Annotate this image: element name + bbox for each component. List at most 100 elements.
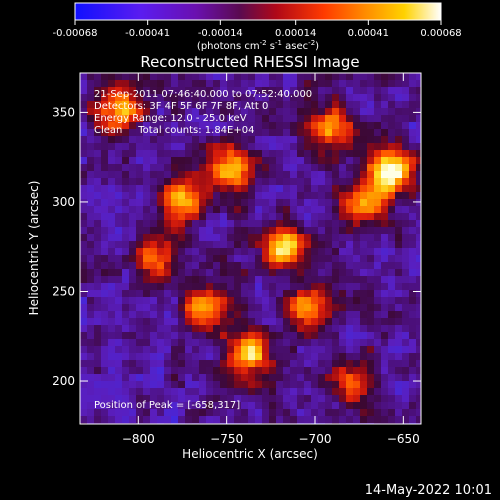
heatmap-cell [395,206,402,213]
heatmap-cell [192,374,199,381]
heatmap-cell [108,171,115,178]
heatmap-cell [297,409,304,416]
heatmap-cell [213,276,220,283]
heatmap-cell [150,129,157,136]
heatmap-cell [87,87,94,94]
heatmap-cell [101,318,108,325]
heatmap-cell [241,276,248,283]
heatmap-cell [262,416,269,423]
heatmap-cell [164,115,171,122]
heatmap-cell [171,248,178,255]
heatmap-cell [409,346,416,353]
annotation-detectors: Detectors: 3F 4F 5F 6F 7F 8F, Att 0 [94,101,268,112]
heatmap-cell [276,290,283,297]
heatmap-cell [402,381,409,388]
heatmap-cell [157,262,164,269]
heatmap-cell [255,283,262,290]
heatmap-cell [164,402,171,409]
heatmap-cell [241,206,248,213]
heatmap-cell [87,262,94,269]
heatmap-cell [213,283,220,290]
heatmap-cell [402,262,409,269]
heatmap-cell [283,367,290,374]
heatmap-cell [255,94,262,101]
heatmap-cell [150,248,157,255]
heatmap-cell [395,297,402,304]
heatmap-cell [150,73,157,80]
heatmap-cell [241,192,248,199]
heatmap-cell [192,234,199,241]
heatmap-cell [122,339,129,346]
heatmap-cell [311,388,318,395]
heatmap-cell [367,178,374,185]
heatmap-cell [395,395,402,402]
heatmap-cell [374,192,381,199]
heatmap-cell [122,150,129,157]
heatmap-cell [241,353,248,360]
heatmap-cell [241,122,248,129]
heatmap-cell [234,122,241,129]
heatmap-cell [339,220,346,227]
heatmap-cell [283,213,290,220]
heatmap-cell [360,255,367,262]
heatmap-cell [227,108,234,115]
heatmap-cell [164,136,171,143]
heatmap-cell [311,409,318,416]
heatmap-cell [157,283,164,290]
heatmap-cell [178,234,185,241]
heatmap-cell [381,241,388,248]
heatmap-cell [269,276,276,283]
heatmap-cell [136,108,143,115]
heatmap-cell [325,122,332,129]
heatmap-cell [416,129,421,136]
heatmap-cell [206,290,213,297]
heatmap-cell [409,311,416,318]
heatmap-cell [374,276,381,283]
heatmap-cell [129,108,136,115]
heatmap-cell [374,388,381,395]
heatmap-cell [297,206,304,213]
heatmap-cell [206,276,213,283]
heatmap-cell [402,339,409,346]
heatmap-cell [388,304,395,311]
heatmap-cell [171,297,178,304]
heatmap-cell [402,150,409,157]
heatmap-cell [304,332,311,339]
heatmap-cell [374,108,381,115]
heatmap-cell [94,290,101,297]
heatmap-cell [143,227,150,234]
heatmap-cell [297,374,304,381]
heatmap-cell [332,276,339,283]
heatmap-cell [101,73,108,80]
heatmap-cell [325,346,332,353]
heatmap-cell [80,206,87,213]
heatmap-cell [311,199,318,206]
heatmap-cell [388,311,395,318]
colorbar-tick-label: -0.00014 [198,28,243,39]
heatmap-cell [122,129,129,136]
heatmap-cell [381,136,388,143]
heatmap-cell [374,150,381,157]
heatmap-cell [332,248,339,255]
heatmap-cell [234,346,241,353]
heatmap-cell [283,206,290,213]
heatmap-cell [108,381,115,388]
heatmap-cell [234,178,241,185]
heatmap-cell [290,241,297,248]
heatmap-cell [108,157,115,164]
heatmap-cell [241,367,248,374]
heatmap-cell [276,122,283,129]
heatmap-cell [248,94,255,101]
heatmap-cell [199,409,206,416]
heatmap-cell [108,276,115,283]
heatmap-cell [367,311,374,318]
heatmap-cell [241,395,248,402]
heatmap-cell [325,332,332,339]
heatmap-cell [360,262,367,269]
heatmap-cell [143,122,150,129]
heatmap-cell [339,94,346,101]
heatmap-cell [206,171,213,178]
heatmap-cell [402,255,409,262]
heatmap-cell [381,255,388,262]
heatmap-cell [164,416,171,423]
